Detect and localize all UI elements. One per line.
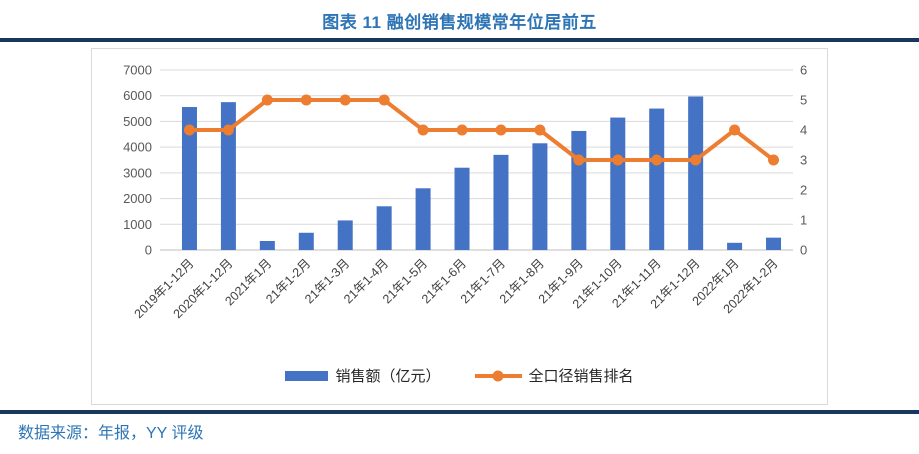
left-axis-tick: 3000 bbox=[123, 165, 152, 180]
left-axis-tick: 7000 bbox=[123, 63, 152, 78]
rank-point bbox=[612, 154, 624, 166]
legend-item-rank: 全口径销售排名 bbox=[474, 365, 634, 386]
bottom-rule bbox=[0, 410, 919, 414]
rank-point bbox=[495, 124, 507, 136]
left-axis-tick: 0 bbox=[145, 243, 152, 258]
rank-point bbox=[378, 94, 390, 106]
left-axis-tick: 6000 bbox=[123, 88, 152, 103]
rank-point bbox=[534, 124, 546, 136]
rank-point bbox=[183, 124, 195, 136]
line-swatch-icon bbox=[474, 370, 522, 381]
sales-bar bbox=[337, 220, 353, 250]
legend-label-rank: 全口径销售排名 bbox=[528, 367, 634, 385]
rank-point bbox=[417, 124, 429, 136]
sales-bar bbox=[688, 96, 704, 250]
left-axis-tick: 4000 bbox=[123, 140, 152, 155]
sales-bar bbox=[610, 117, 626, 250]
right-axis-tick: 6 bbox=[800, 63, 807, 78]
sales-bar bbox=[571, 130, 587, 250]
right-axis-tick: 0 bbox=[800, 243, 807, 258]
rank-point bbox=[729, 124, 741, 136]
line-marker-icon bbox=[492, 370, 504, 381]
sales-bar bbox=[415, 188, 431, 250]
right-axis-tick: 4 bbox=[800, 123, 807, 138]
rank-point bbox=[651, 154, 663, 166]
chart-title: 图表 11 融创销售规模常年位居前五 bbox=[322, 13, 597, 32]
right-axis-tick: 2 bbox=[800, 183, 807, 198]
right-axis-tick: 1 bbox=[800, 213, 807, 228]
sales-bar bbox=[454, 167, 470, 250]
sales-bar bbox=[649, 108, 665, 250]
top-rule bbox=[0, 38, 919, 42]
sales-bar bbox=[298, 232, 314, 250]
sales-bar bbox=[181, 107, 197, 251]
left-axis-tick: 5000 bbox=[123, 114, 152, 129]
rank-point bbox=[222, 124, 234, 136]
rank-point bbox=[456, 124, 468, 136]
left-axis-tick: 2000 bbox=[123, 191, 152, 206]
sales-bar bbox=[376, 206, 392, 250]
rank-line bbox=[189, 98, 775, 162]
sales-rank-chart: 0100020003000400050006000700001234562019… bbox=[123, 63, 807, 322]
rank-point bbox=[573, 154, 585, 166]
rank-point bbox=[768, 154, 780, 166]
legend: 销售额（亿元） 全口径销售排名 bbox=[92, 365, 827, 386]
bar-swatch-icon bbox=[285, 370, 329, 381]
sales-bar bbox=[532, 143, 548, 250]
right-axis-tick: 5 bbox=[800, 93, 807, 108]
sales-bar bbox=[727, 242, 743, 250]
data-source-note: 数据来源：年报，YY 评级 bbox=[18, 425, 204, 442]
sales-bar bbox=[493, 154, 509, 250]
rank-point bbox=[690, 154, 702, 166]
right-axis-tick: 3 bbox=[800, 153, 807, 168]
legend-label-sales: 销售额（亿元） bbox=[335, 367, 441, 385]
sales-bar bbox=[766, 237, 782, 250]
sales-bar bbox=[220, 102, 236, 250]
chart-frame: 0 1000 2000 3000 4000 5000 6000 7000 0 1 2 3 4 5 6 2019… bbox=[91, 48, 828, 405]
rank-point bbox=[339, 94, 351, 106]
rank-point bbox=[300, 94, 312, 106]
sales-bar bbox=[259, 241, 275, 250]
legend-item-sales: 销售额（亿元） bbox=[285, 365, 441, 386]
rank-point bbox=[261, 94, 273, 106]
left-axis-tick: 1000 bbox=[123, 217, 152, 232]
